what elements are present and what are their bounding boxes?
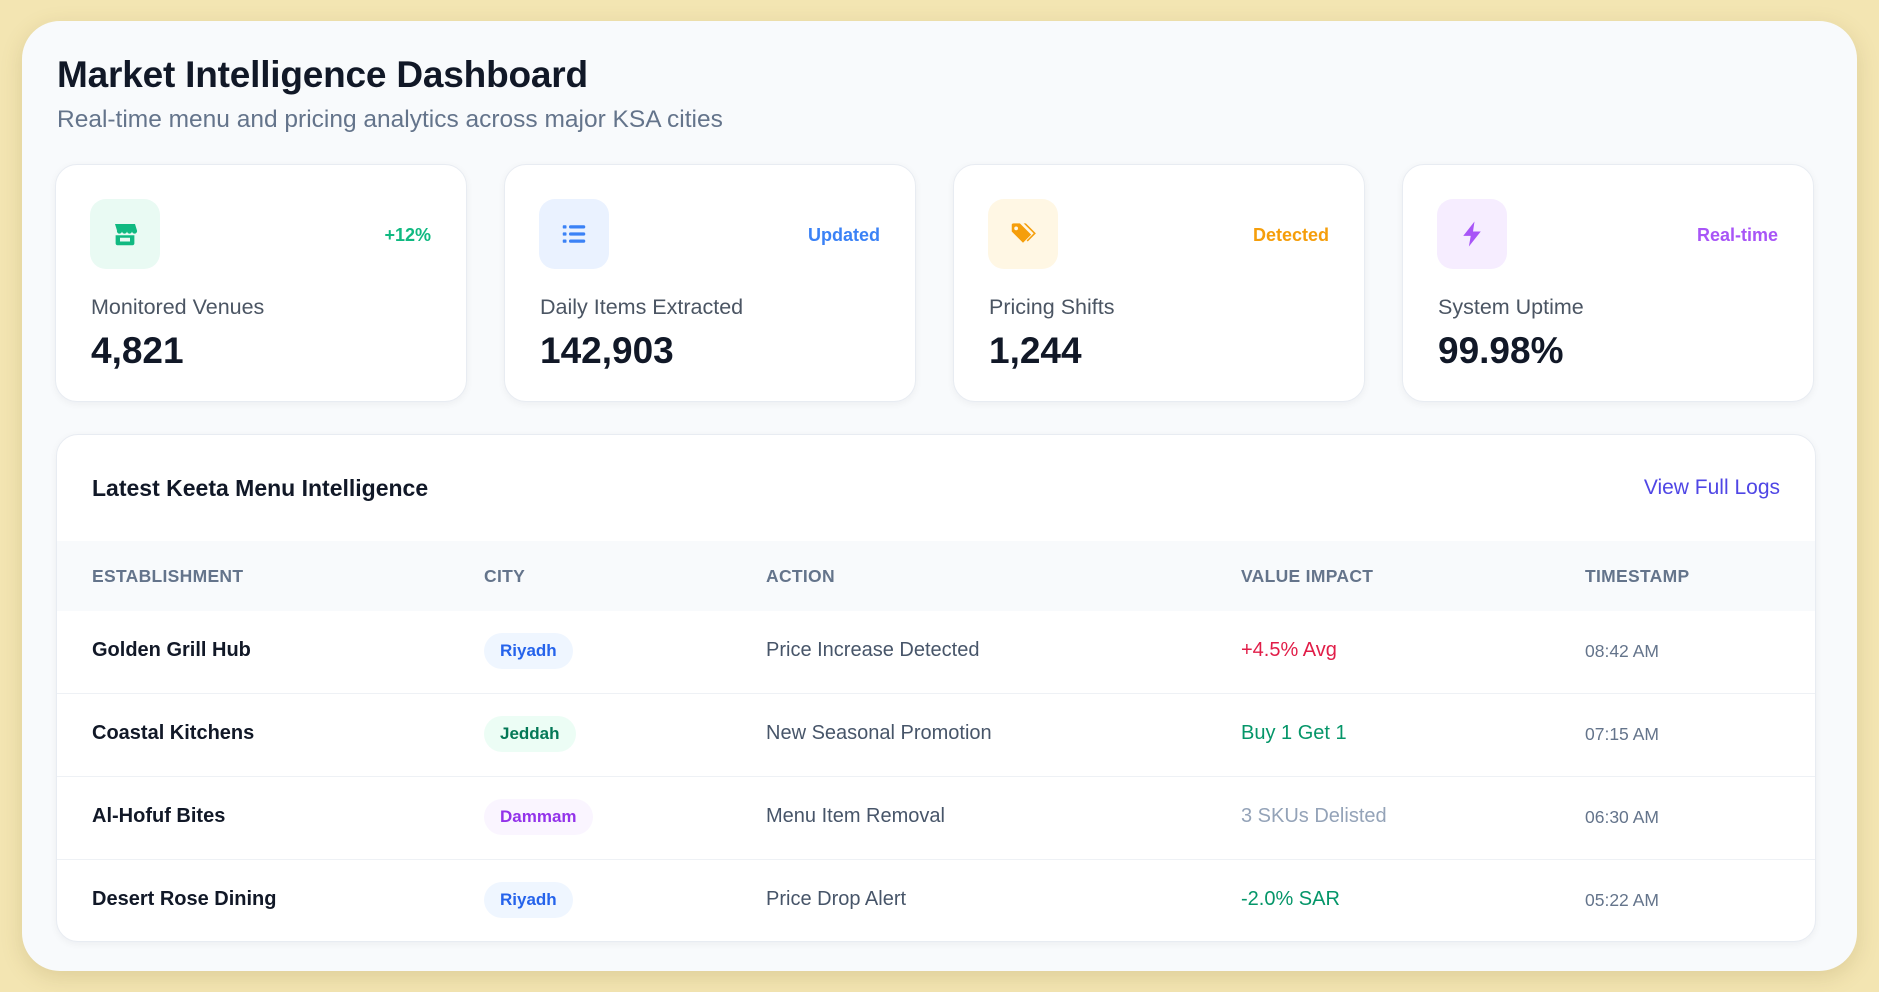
establishment-cell: Golden Grill Hub xyxy=(92,639,251,661)
timestamp-cell: 07:15 AM xyxy=(1585,724,1659,744)
city-badge: Jeddah xyxy=(484,716,576,752)
stat-card-daily-items: Updated Daily Items Extracted 142,903 xyxy=(504,164,916,402)
value-impact-cell: Buy 1 Get 1 xyxy=(1241,722,1347,744)
value-impact-cell: 3 SKUs Delisted xyxy=(1241,805,1387,827)
bolt-icon xyxy=(1437,199,1507,269)
stat-value: 99.98% xyxy=(1438,330,1564,371)
table-header: ESTABLISHMENT CITY ACTION VALUE IMPACT T… xyxy=(57,541,1815,611)
city-badge: Riyadh xyxy=(484,882,573,918)
column-header-action: ACTION xyxy=(766,566,835,586)
table-row[interactable]: Al-Hofuf Bites Dammam Menu Item Removal … xyxy=(57,777,1815,860)
column-header-establishment: ESTABLISHMENT xyxy=(92,566,244,586)
view-full-logs-link[interactable]: View Full Logs xyxy=(1643,476,1780,499)
stat-label: System Uptime xyxy=(1438,295,1584,319)
city-cell: Dammam xyxy=(484,799,593,835)
tags-icon xyxy=(988,199,1058,269)
timestamp-cell: 08:42 AM xyxy=(1585,641,1659,661)
establishment-cell: Al-Hofuf Bites xyxy=(92,805,226,827)
table-body: Golden Grill Hub Riyadh Price Increase D… xyxy=(57,611,1815,941)
action-cell: Menu Item Removal xyxy=(766,805,945,827)
column-header-value-impact: VALUE IMPACT xyxy=(1241,566,1374,586)
stat-badge: Real-time xyxy=(1696,225,1778,245)
city-badge: Dammam xyxy=(484,799,593,835)
page-subtitle: Real-time menu and pricing analytics acr… xyxy=(57,106,723,133)
value-impact-cell: -2.0% SAR xyxy=(1241,888,1340,910)
action-cell: Price Drop Alert xyxy=(766,888,907,910)
stat-badge: Detected xyxy=(1252,225,1329,245)
page-title: Market Intelligence Dashboard xyxy=(57,54,588,95)
stat-label: Daily Items Extracted xyxy=(540,295,744,319)
column-header-timestamp: TIMESTAMP xyxy=(1585,566,1690,586)
table-row[interactable]: Desert Rose Dining Riyadh Price Drop Ale… xyxy=(57,860,1815,941)
panel-title: Latest Keeta Menu Intelligence xyxy=(92,475,429,501)
stat-value: 1,244 xyxy=(989,330,1082,371)
column-header-city: CITY xyxy=(484,566,526,586)
establishment-cell: Desert Rose Dining xyxy=(92,888,277,910)
table-row[interactable]: Coastal Kitchens Jeddah New Seasonal Pro… xyxy=(57,694,1815,777)
city-cell: Riyadh xyxy=(484,882,573,918)
action-cell: Price Increase Detected xyxy=(766,639,980,661)
city-badge: Riyadh xyxy=(484,633,573,669)
stat-label: Pricing Shifts xyxy=(989,295,1115,319)
table-row[interactable]: Golden Grill Hub Riyadh Price Increase D… xyxy=(57,611,1815,694)
city-cell: Riyadh xyxy=(484,633,573,669)
stat-card-monitored-venues: +12% Monitored Venues 4,821 xyxy=(55,164,467,402)
city-cell: Jeddah xyxy=(484,716,576,752)
menu-intelligence-panel: Latest Keeta Menu Intelligence View Full… xyxy=(56,434,1816,942)
stat-card-pricing-shifts: Detected Pricing Shifts 1,244 xyxy=(953,164,1365,402)
dashboard-frame: Market Intelligence Dashboard Real-time … xyxy=(22,21,1857,971)
store-icon xyxy=(90,199,160,269)
stat-value: 4,821 xyxy=(91,330,184,371)
stat-value: 142,903 xyxy=(540,330,674,371)
timestamp-cell: 06:30 AM xyxy=(1585,807,1659,827)
establishment-cell: Coastal Kitchens xyxy=(92,722,255,744)
stat-badge: +12% xyxy=(384,225,431,245)
timestamp-cell: 05:22 AM xyxy=(1585,890,1659,910)
action-cell: New Seasonal Promotion xyxy=(766,722,992,744)
list-icon xyxy=(539,199,609,269)
value-impact-cell: +4.5% Avg xyxy=(1241,639,1337,661)
stats-cards: +12% Monitored Venues 4,821 Updated Dail… xyxy=(55,164,1814,402)
stat-label: Monitored Venues xyxy=(91,295,265,319)
stat-badge: Updated xyxy=(808,225,880,245)
stat-card-system-uptime: Real-time System Uptime 99.98% xyxy=(1402,164,1814,402)
